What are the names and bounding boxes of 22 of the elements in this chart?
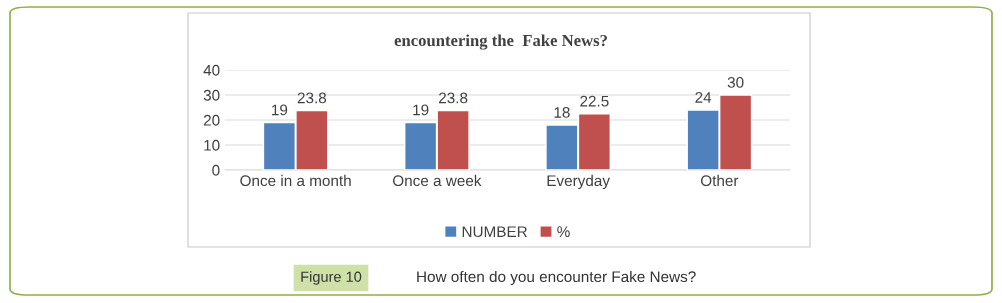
data-label: 19 [413,104,429,116]
data-label: 22.5 [580,95,609,107]
y-tick-label: 0 [212,164,220,176]
x-tick-label: Once a week [393,174,482,187]
legend-label: % [557,226,570,237]
data-label: 23.8 [439,92,468,104]
y-tick-label: 30 [203,89,220,101]
chart-title: encountering the Fake News? [394,34,607,50]
data-label: 19 [272,104,288,116]
caption: Figure 10 [301,271,362,285]
data-label: 24 [695,92,712,103]
text: How often do you encounter Fake News? [417,270,696,286]
x-tick-label: Everyday [547,174,610,190]
legend-label: NUMBER [462,226,527,238]
x-tick-label: Other [701,174,739,187]
y-tick-label: 10 [204,139,220,151]
data-label: 30 [727,77,744,88]
y-tick-label: 20 [203,114,220,126]
x-tick-label: Once in a month [240,174,351,187]
y-tick-label: 40 [203,64,220,76]
data-label: 23.8 [297,92,327,104]
data-label: 18 [554,107,570,118]
